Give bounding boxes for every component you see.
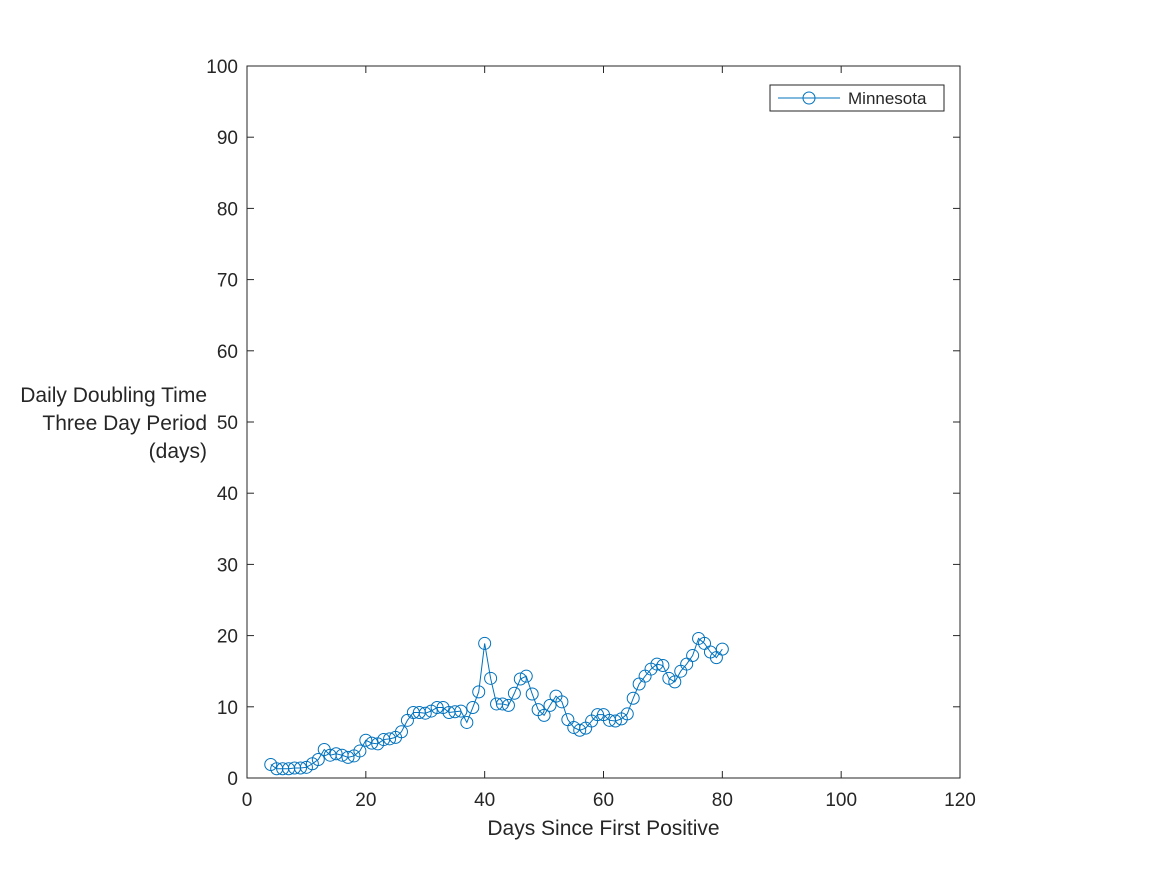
data-point [507, 686, 521, 700]
data-point [466, 701, 480, 715]
y-axis-label-line-1: Daily Doubling Time [20, 384, 207, 407]
y-tick-label: 20 [217, 627, 238, 648]
y-tick-label: 70 [217, 271, 238, 292]
data-point [418, 706, 432, 720]
series-layer [264, 631, 729, 776]
legend-label: Minnesota [848, 89, 927, 108]
y-axis-label-line-2: Three Day Period [42, 412, 207, 435]
data-point [430, 701, 444, 715]
data-point [341, 750, 355, 764]
data-point [484, 671, 498, 685]
plot-frame [246, 65, 961, 779]
y-axis-label-line-3: (days) [149, 440, 207, 463]
data-point [519, 669, 533, 683]
data-point [537, 708, 551, 722]
y-tick-label: 30 [217, 555, 238, 576]
x-tick-label: 0 [242, 790, 253, 811]
axis-tick-labels: 0 20 40 60 80 100 120 0 10 20 30 40 50 60 70 80 90 100 [206, 57, 976, 811]
data-point [478, 636, 492, 650]
data-point [543, 698, 557, 712]
y-tick-label: 50 [217, 413, 238, 434]
x-tick-label: 20 [355, 790, 376, 811]
legend: Minnesota [769, 84, 945, 112]
y-tick-label: 80 [217, 199, 238, 220]
data-point [359, 733, 373, 747]
data-point [311, 752, 325, 766]
data-point [495, 697, 509, 711]
y-tick-label: 10 [217, 698, 238, 719]
data-point [501, 698, 515, 712]
data-point [513, 672, 527, 686]
data-point [454, 704, 468, 718]
data-point [460, 715, 474, 729]
y-tick-label: 40 [217, 484, 238, 505]
x-axis-label: Days Since First Positive [487, 817, 719, 840]
y-tick-label: 0 [227, 769, 238, 790]
plot-area [247, 66, 960, 778]
y-tick-label: 60 [217, 342, 238, 363]
data-point [365, 736, 379, 750]
data-point [620, 707, 634, 721]
x-tick-label: 40 [474, 790, 495, 811]
x-tick-label: 120 [944, 790, 976, 811]
data-point [573, 723, 587, 737]
data-point [650, 657, 664, 671]
x-tick-label: 80 [712, 790, 733, 811]
data-point [555, 695, 569, 709]
data-point [608, 714, 622, 728]
data-point [383, 732, 397, 746]
data-point [591, 708, 605, 722]
y-tick-label: 100 [206, 57, 238, 78]
data-point [626, 691, 640, 705]
data-point [715, 642, 729, 656]
data-point [293, 761, 307, 775]
y-tick-label: 90 [217, 128, 238, 149]
x-tick-label: 100 [825, 790, 857, 811]
x-tick-label: 60 [593, 790, 614, 811]
data-point [448, 705, 462, 719]
legend-marker-sample [802, 91, 816, 105]
data-point [686, 649, 700, 663]
data-point [656, 659, 670, 673]
data-point [472, 685, 486, 699]
data-point [394, 725, 408, 739]
data-point [353, 744, 367, 758]
data-point [668, 675, 682, 689]
data-point [329, 747, 343, 761]
data-point [525, 687, 539, 701]
